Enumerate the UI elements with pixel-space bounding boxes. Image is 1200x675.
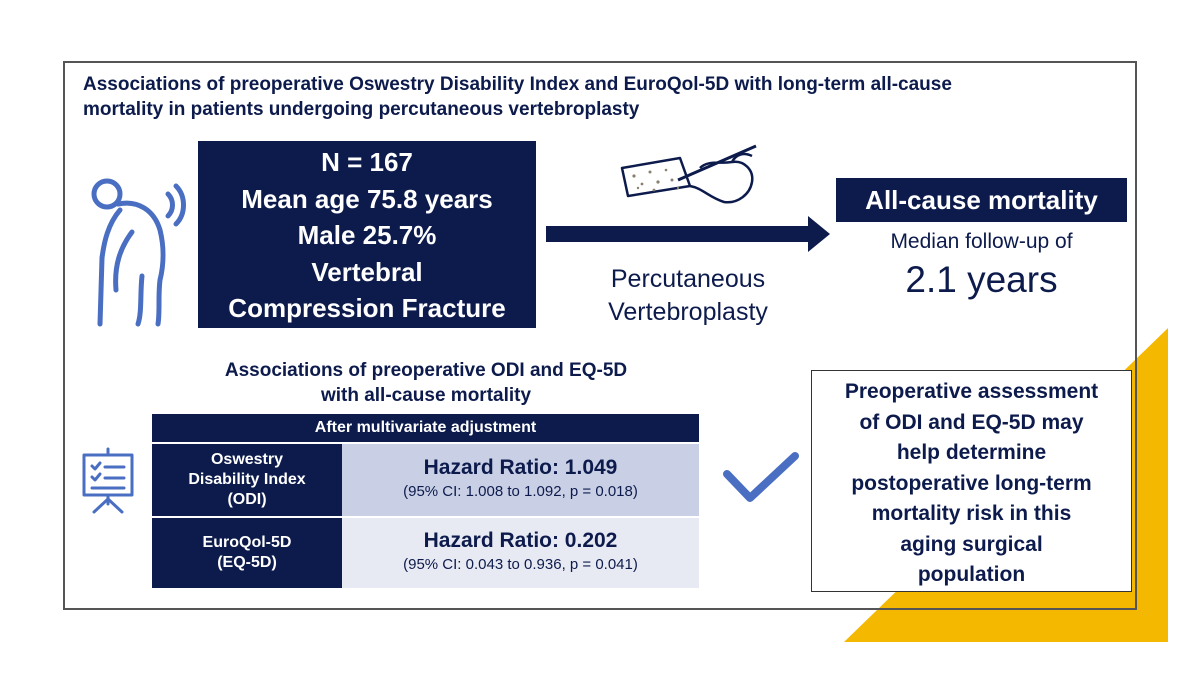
followup-label: Median follow-up of xyxy=(890,230,1073,253)
followup-value: 2.1 years xyxy=(905,259,1058,300)
odi-row-label: Oswestry Disability Index (ODI) xyxy=(152,444,342,516)
conclusion-line: help determine xyxy=(896,441,1047,464)
conclusion-line: mortality risk in this xyxy=(871,502,1072,525)
hazard-ratio: Hazard Ratio: 1.049 xyxy=(423,456,618,479)
cohort-stats-box: N = 167 Mean age 75.8 years Male 25.7% V… xyxy=(198,141,536,328)
conclusion-line: population xyxy=(917,563,1026,586)
conclusion-line: aging surgical xyxy=(900,532,1043,556)
checkmark-icon xyxy=(723,452,799,502)
results-title: Associations of preoperative ODI and EQ-… xyxy=(152,358,700,408)
process-arrow xyxy=(546,216,830,252)
conclusion-line: postoperative long-term xyxy=(851,471,1092,495)
row-label-line: Disability Index xyxy=(188,471,306,488)
row-label-line: (ODI) xyxy=(227,491,267,508)
conclusion-box: Preoperative assessment of ODI and EQ-5D… xyxy=(811,370,1132,592)
cohort-line: Vertebral xyxy=(311,256,423,287)
elderly-person-back-pain-icon xyxy=(91,178,186,327)
outcome-box: All-cause mortality xyxy=(836,178,1127,222)
cohort-line: N = 167 xyxy=(321,147,413,177)
confidence-interval: (95% CI: 1.008 to 1.092, p = 0.018) xyxy=(403,483,638,500)
cohort-line: Compression Fracture xyxy=(228,293,506,323)
title-line-1: Associations of preoperative Oswestry Di… xyxy=(83,74,952,95)
eq5d-row-label: EuroQol-5D (EQ-5D) xyxy=(152,518,342,588)
row-label-line: Oswestry xyxy=(210,451,284,468)
results-table-header: After multivariate adjustment xyxy=(152,414,699,442)
presentation-board-icon xyxy=(82,447,134,514)
cohort-line: Mean age 75.8 years xyxy=(241,183,493,214)
procedure-line: Vertebroplasty xyxy=(608,298,768,326)
conclusion-line: Preoperative assessment xyxy=(844,380,1099,403)
hazard-ratio: Hazard Ratio: 0.202 xyxy=(423,529,618,552)
title-line-2: mortality in patients undergoing percuta… xyxy=(83,99,640,120)
vertebra-needle-icon xyxy=(620,144,757,204)
confidence-interval: (95% CI: 0.043 to 0.936, p = 0.041) xyxy=(403,556,638,573)
conclusion-line: of ODI and EQ-5D may xyxy=(859,410,1084,434)
eq5d-row-value: Hazard Ratio: 0.202 (95% CI: 0.043 to 0.… xyxy=(342,518,699,588)
cohort-line: Male 25.7% xyxy=(297,220,437,250)
page-title: Associations of preoperative Oswestry Di… xyxy=(83,72,1133,122)
row-label-line: EuroQol-5D xyxy=(202,534,292,551)
results-title-line: Associations of preoperative ODI and EQ-… xyxy=(224,360,628,381)
procedure-line: Percutaneous xyxy=(610,265,766,293)
procedure-label: Percutaneous Vertebroplasty xyxy=(572,263,804,329)
row-label-line: (EQ-5D) xyxy=(217,554,277,571)
odi-row-value: Hazard Ratio: 1.049 (95% CI: 1.008 to 1.… xyxy=(342,444,699,516)
results-title-line: with all-cause mortality xyxy=(320,385,532,406)
infographic-frame xyxy=(63,61,1137,610)
